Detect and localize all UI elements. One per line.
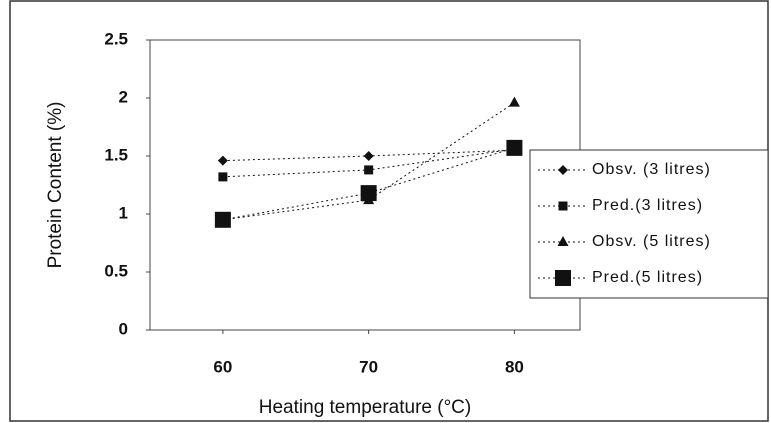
marker xyxy=(364,165,374,175)
marker xyxy=(363,151,374,161)
x-tick-label: 70 xyxy=(359,357,378,376)
legend-text: Pred.(3 litres) xyxy=(592,197,703,214)
marker xyxy=(217,155,228,166)
y-axis-title: Protein Content (%) xyxy=(45,102,66,269)
marker xyxy=(214,211,231,228)
y-tick-label: 0 xyxy=(119,319,128,338)
marker xyxy=(218,172,228,182)
legend-text: Obsv. (5 litres) xyxy=(592,233,711,250)
y-tick-label: 1.5 xyxy=(104,145,128,164)
marker xyxy=(508,96,520,107)
y-tick-label: 2 xyxy=(119,87,128,106)
y-tick-label: 1 xyxy=(119,203,128,222)
x-tick-label: 80 xyxy=(505,357,524,376)
y-tick-label: 2.5 xyxy=(104,29,128,48)
marker xyxy=(506,139,523,156)
marker xyxy=(557,236,569,246)
x-tick-label: 60 xyxy=(213,357,232,376)
marker xyxy=(360,185,377,202)
marker xyxy=(555,270,571,286)
marker xyxy=(558,165,568,175)
legend-text: Obsv. (3 litres) xyxy=(592,161,711,178)
legend-text: Pred.(5 litres) xyxy=(592,269,703,286)
marker xyxy=(558,201,568,211)
plot-area xyxy=(149,39,581,331)
x-axis-title: Heating temperature (°C) xyxy=(259,397,471,418)
y-tick-label: 0.5 xyxy=(104,261,128,280)
